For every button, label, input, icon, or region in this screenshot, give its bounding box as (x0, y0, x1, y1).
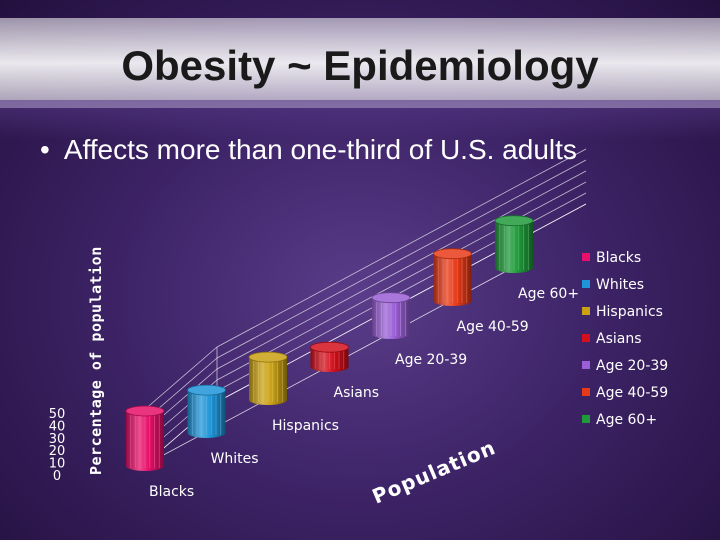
gridline-left-wall (142, 346, 218, 412)
category-label-5: Age 40-59 (457, 319, 529, 335)
y-tick-label: 10 (49, 457, 66, 472)
bar-0-top (125, 405, 165, 417)
legend-swatch (582, 334, 590, 342)
legend-swatch (582, 280, 590, 288)
legend-item: Blacks (582, 250, 712, 277)
y-tick-label: 30 (49, 432, 66, 447)
legend-item: Hispanics (582, 304, 712, 331)
legend-swatch (582, 415, 590, 423)
y-tick-label: 50 (49, 407, 66, 422)
legend-label: Age 60+ (596, 412, 658, 428)
legend-label: Age 20-39 (596, 358, 669, 374)
y-tick-label: 20 (49, 444, 66, 459)
legend-item: Age 60+ (582, 412, 712, 439)
slide-title: Obesity ~ Epidemiology (121, 42, 599, 89)
depth-axis-title: Population (369, 435, 500, 509)
legend-item: Age 40-59 (582, 385, 712, 412)
category-label-4: Age 20-39 (395, 352, 467, 368)
title-band (0, 18, 720, 108)
category-label-1: Whites (211, 451, 259, 467)
category-label-6: Age 60+ (518, 286, 579, 302)
bar-5-top (433, 248, 472, 260)
category-label-3: Asians (334, 385, 380, 401)
bullet-text: Affects more than one-third of U.S. adul… (63, 134, 577, 165)
legend-item: Whites (582, 277, 712, 304)
bullet-point: • Affects more than one-third of U.S. adu… (40, 134, 577, 166)
legend-label: Whites (596, 277, 645, 293)
legend-label: Age 40-59 (596, 385, 669, 401)
legend-swatch (582, 361, 590, 369)
legend-swatch (582, 253, 590, 261)
bar-6-top (494, 215, 534, 227)
y-tick-label: 40 (49, 419, 66, 434)
gridline-back-wall (216, 148, 587, 348)
gridline-back-wall (216, 170, 587, 370)
legend-swatch (582, 307, 590, 315)
y-axis-title: Percentage of population (87, 246, 105, 475)
bar-1-top (187, 384, 226, 396)
title-band-shadow (0, 100, 720, 140)
bar-2-top (248, 351, 288, 363)
chart-legend: Blacks Whites Hispanics Asians Age 20-39 Age … (582, 250, 712, 439)
legend-item: Asians (582, 331, 712, 358)
y-tick-label: 0 (53, 469, 61, 484)
category-label-0: Blacks (149, 484, 194, 500)
legend-label: Blacks (596, 250, 642, 266)
gridline-back-wall (216, 181, 587, 381)
legend-label: Hispanics (596, 304, 663, 320)
gridline-back-wall (216, 159, 587, 359)
legend-label: Asians (596, 331, 642, 347)
bar-4-top (371, 292, 411, 304)
bar-3-top (310, 341, 349, 353)
category-label-2: Hispanics (272, 418, 339, 434)
legend-swatch (582, 388, 590, 396)
bullet-dot-icon: • (40, 134, 50, 165)
legend-item: Age 20-39 (582, 358, 712, 385)
